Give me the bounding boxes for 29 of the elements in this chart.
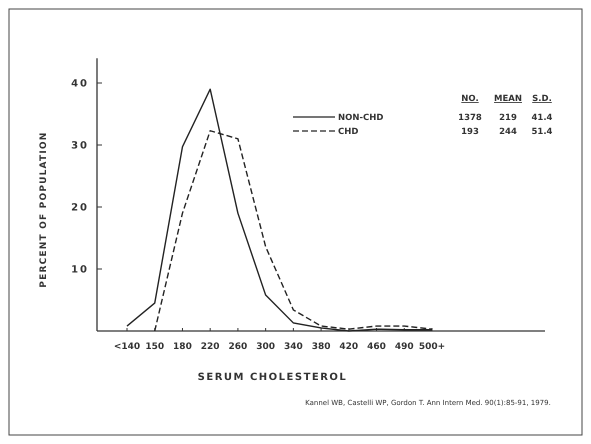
x-tick-label: 420 (339, 342, 358, 352)
x-axis-title: SERUM CHOLESTEROL (198, 372, 348, 383)
y-axis-title: PERCENT OF POPULATION (39, 132, 49, 288)
text: 51.4 (532, 126, 553, 137)
x-tick-label: 260 (228, 342, 248, 352)
x-tick-label: <140 (114, 342, 140, 352)
text: 219 (499, 112, 517, 123)
x-tick-label: 300 (256, 342, 276, 352)
x-tick-label: 380 (312, 342, 330, 352)
text: S.D. (532, 94, 552, 104)
text: 244 (499, 126, 517, 137)
x-tick-label: 340 (284, 342, 303, 352)
x-tick-label: 150 (145, 342, 164, 352)
text: 1378 (458, 112, 482, 123)
legend-label: NON-CHD (338, 112, 384, 123)
text: NO. (461, 94, 479, 104)
text: MEAN (494, 94, 522, 104)
text: 193 (461, 126, 479, 137)
x-tick-label: 460 (367, 342, 386, 352)
text: 41.4 (532, 112, 553, 123)
x-tick-label: 180 (173, 342, 192, 352)
x-tick-label: 220 (200, 342, 220, 352)
y-tick-label: 30 (71, 140, 89, 152)
legend-label: CHD (338, 126, 358, 137)
y-tick-label: 20 (71, 202, 89, 214)
y-tick-label: 10 (71, 264, 89, 276)
x-tick-label: 490 (394, 342, 414, 352)
x-tick-label: 500+ (418, 342, 446, 352)
y-tick-label: 40 (71, 78, 89, 90)
